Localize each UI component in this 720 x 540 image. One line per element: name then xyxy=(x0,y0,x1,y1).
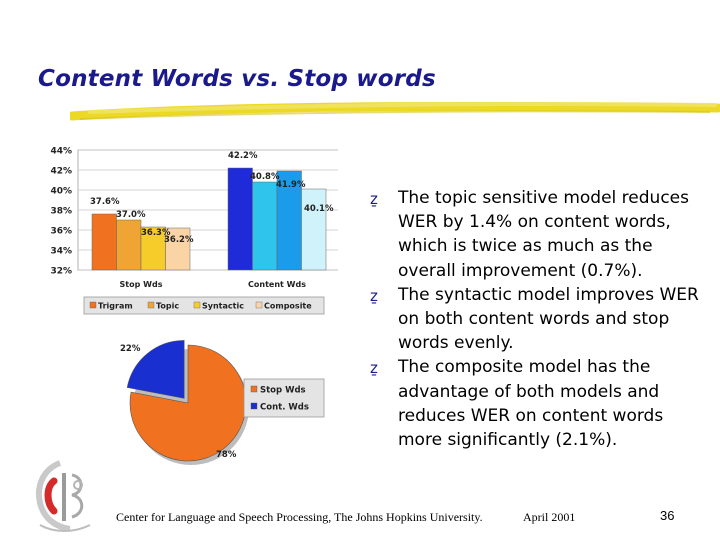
y-tick-label: 38% xyxy=(50,207,72,217)
z-bullet-icon: ẕ xyxy=(370,190,378,208)
pie-legend: Stop Wds Cont. Wds xyxy=(243,378,325,418)
bullet-item: ẕ The composite model has the advantage … xyxy=(370,355,710,452)
footer-organization: Center for Language and Speech Processin… xyxy=(116,510,483,524)
bar-legend: Trigram Topic Syntactic Composite xyxy=(83,296,325,315)
pie-data-label: 78% xyxy=(216,450,237,460)
bar xyxy=(165,227,191,271)
legend-label: Trigram xyxy=(98,302,133,311)
legend-box xyxy=(243,378,325,418)
z-bullet-icon: ẕ xyxy=(370,286,378,305)
bullet-text: The composite model has the advantage of… xyxy=(398,357,664,451)
bullet-text: The syntactic model improves WER on both… xyxy=(398,284,699,354)
legend-label: Stop Wds xyxy=(260,386,306,396)
bar xyxy=(301,188,327,271)
bar xyxy=(140,226,166,271)
highlighter-underline xyxy=(70,101,720,121)
legend-swatch xyxy=(250,402,258,410)
bar xyxy=(252,181,278,271)
legend-label: Syntactic xyxy=(202,302,244,311)
x-tick-label: Content Wds xyxy=(248,280,306,289)
clsp-logo xyxy=(36,460,91,532)
pie-slice xyxy=(126,340,185,399)
legend-box xyxy=(83,296,325,315)
bullet-list: ẕ The topic sensitive model reduces WER … xyxy=(370,186,710,452)
bar-chart: 32% 34% 36% 38% 40% 42% 44% Stop Wds Content Wds… xyxy=(50,147,338,315)
y-tick-label: 32% xyxy=(50,267,72,277)
data-label: 42.2% xyxy=(228,151,258,161)
legend-swatch xyxy=(147,301,155,309)
pie-slice xyxy=(129,344,247,462)
data-label: 40.8% xyxy=(250,172,280,182)
bar xyxy=(276,170,302,271)
data-label: 36.3% xyxy=(141,228,171,238)
legend-label: Topic xyxy=(156,302,179,311)
pie-data-label: 22% xyxy=(120,344,141,354)
y-tick-label: 40% xyxy=(50,187,72,197)
legend-swatch xyxy=(250,385,258,393)
y-tick-label: 42% xyxy=(50,167,72,177)
legend-label: Cont. Wds xyxy=(260,403,309,413)
y-tick-label: 36% xyxy=(50,227,72,237)
bar xyxy=(227,167,253,271)
bar xyxy=(91,213,117,271)
data-label: 40.1% xyxy=(304,204,334,214)
legend-swatch xyxy=(255,301,263,309)
page-number: 36 xyxy=(660,508,675,523)
data-label: 41.9% xyxy=(276,180,306,190)
bullet-text: The topic sensitive model reduces WER by… xyxy=(398,188,689,281)
pie-chart: 22% 78% Stop Wds Cont. Wds xyxy=(120,340,325,465)
x-tick-label: Stop Wds xyxy=(120,280,163,289)
bar xyxy=(116,219,142,271)
legend-swatch xyxy=(193,301,201,309)
y-tick-label: 34% xyxy=(50,247,72,257)
slide-title: Content Words vs. Stop words xyxy=(38,66,436,92)
y-tick-label: 44% xyxy=(50,147,72,157)
data-label: 37.0% xyxy=(116,210,146,220)
bullet-item: ẕ The topic sensitive model reduces WER … xyxy=(370,186,710,283)
legend-swatch xyxy=(89,301,97,309)
z-bullet-icon: ẕ xyxy=(370,359,378,378)
legend-label: Composite xyxy=(264,302,312,311)
data-label: 37.6% xyxy=(90,197,120,207)
bullet-item: ẕ The syntactic model improves WER on bo… xyxy=(370,283,710,356)
data-label: 36.2% xyxy=(164,235,194,245)
footer-date: April 2001 xyxy=(523,510,576,524)
